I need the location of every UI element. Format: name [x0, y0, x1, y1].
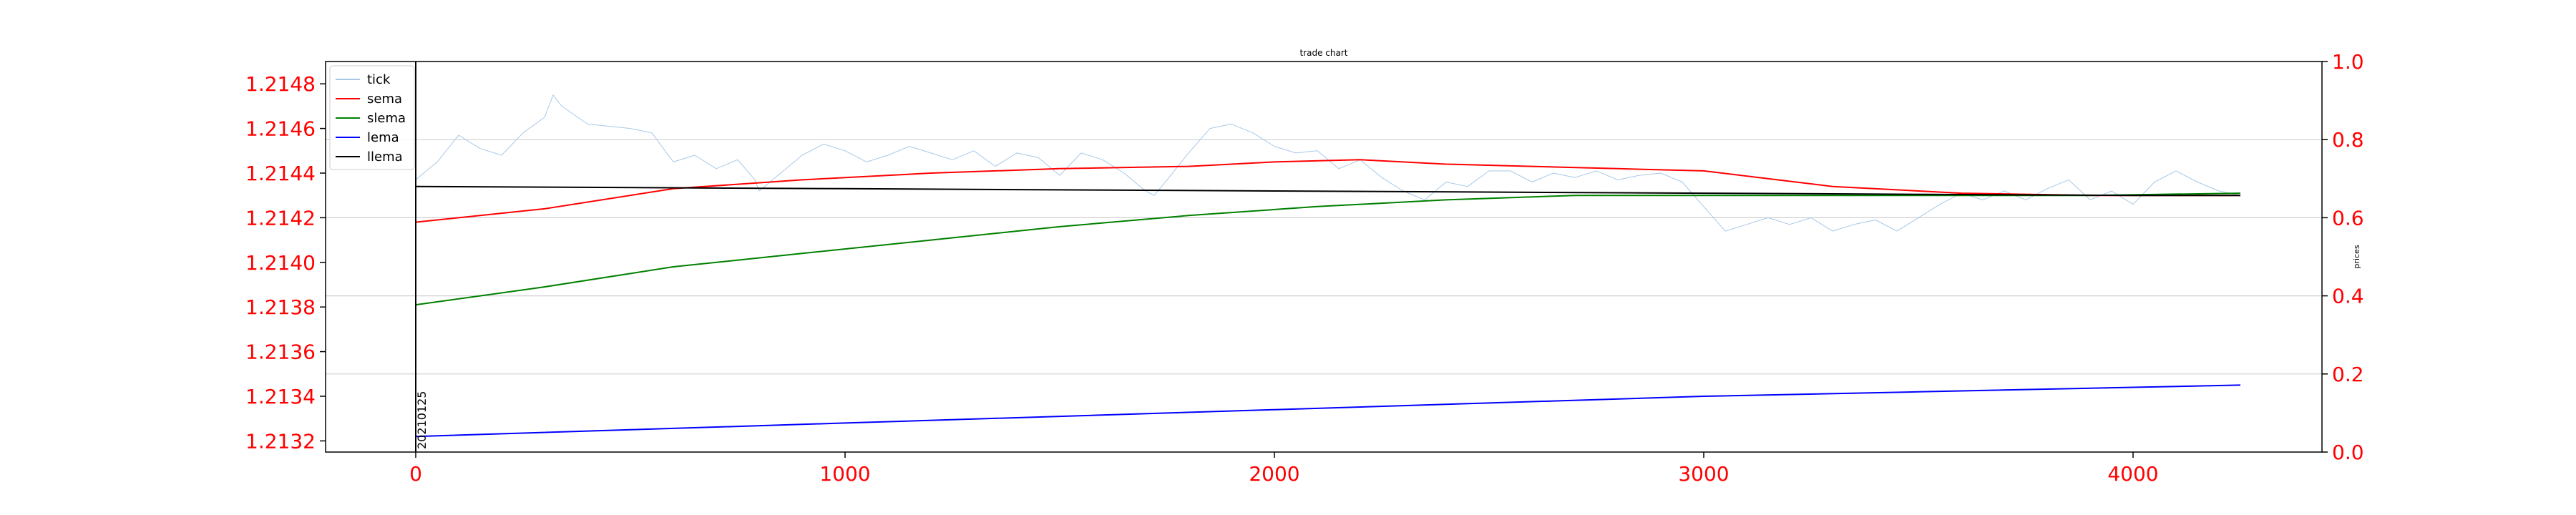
annotations: 20210125 [415, 391, 429, 449]
y-right-tick-label: 1.0 [2332, 50, 2364, 74]
legend-label-sema: sema [367, 92, 402, 107]
x-tick-label: 4000 [2107, 462, 2158, 486]
y-left-tick-label: 1.2136 [245, 340, 316, 364]
y-right-tick-label: 0.4 [2332, 285, 2364, 308]
x-tick-label: 2000 [1249, 462, 1299, 486]
series-line-slema [415, 192, 2241, 306]
x-tick-label: 3000 [1678, 462, 1729, 486]
y-right-tick-label: 0.2 [2332, 363, 2364, 386]
y-left-tick-label: 1.2138 [245, 295, 316, 319]
series-lines [415, 94, 2241, 438]
series-line-llema [415, 185, 2240, 197]
legend-label-tick: tick [367, 72, 391, 87]
legend: tick sema slema lema llema [329, 65, 415, 170]
y-left-tick-label: 1.2142 [245, 206, 316, 230]
series-line-lema [415, 384, 2241, 438]
series-line-sema [415, 159, 2240, 223]
y-left-tick-label: 1.2132 [245, 429, 316, 453]
y-left-tick-label: 1.2144 [245, 162, 316, 185]
legend-label-lema: lema [367, 130, 399, 145]
x-tick-label: 0 [409, 462, 422, 486]
legend-label-llema: llema [367, 149, 403, 165]
y-left-tick-label: 1.2134 [245, 385, 316, 408]
right-axis-label: prices [2352, 245, 2361, 268]
axis-ticks: 0 1000 2000 3000 4000 1.2132 1.2134 1.2136 1.213… [245, 50, 2364, 486]
y-left-tick-label: 1.2148 [245, 72, 316, 96]
series-line-tick [415, 94, 2241, 232]
y-left-tick-label: 1.2146 [245, 117, 316, 141]
x-tick-label: 1000 [819, 462, 870, 486]
grid-lines [326, 139, 2322, 375]
y-right-tick-label: 0.6 [2332, 206, 2364, 230]
date-annotation: 20210125 [415, 391, 429, 449]
plot-frame [325, 61, 2323, 453]
legend-box [329, 65, 415, 170]
y-right-tick-label: 0.0 [2332, 441, 2364, 464]
y-left-tick-label: 1.2140 [245, 251, 316, 275]
y-right-tick-label: 0.8 [2332, 128, 2364, 152]
legend-label-slema: slema [367, 111, 406, 126]
chart-title: trade chart [1299, 48, 1347, 58]
